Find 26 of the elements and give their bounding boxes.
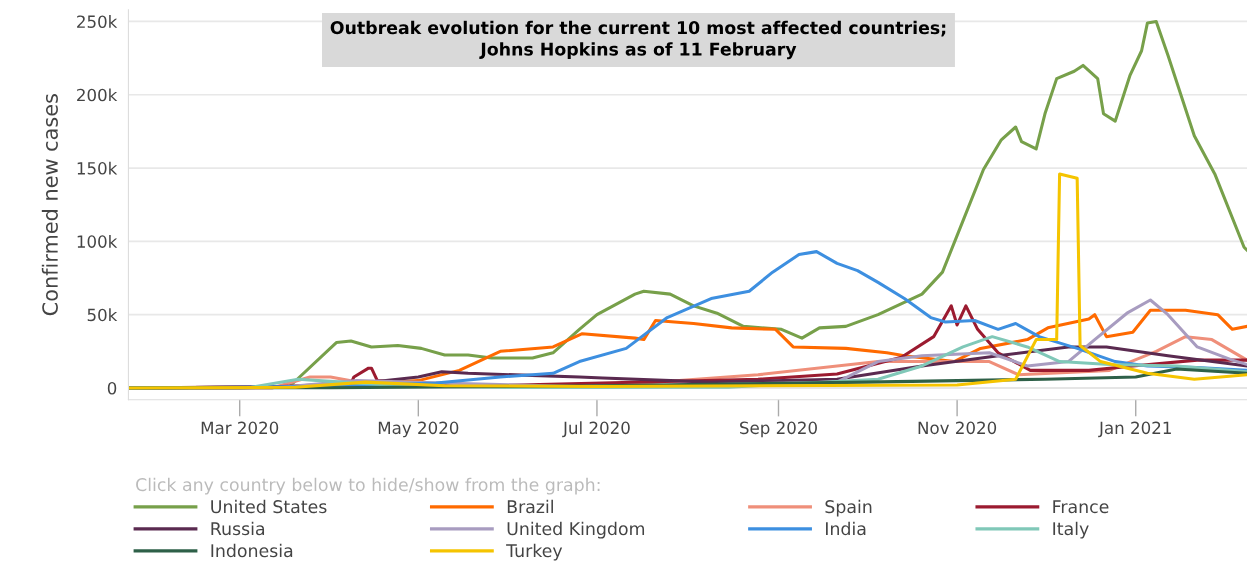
legend-label: United States: [211, 499, 327, 514]
legend-label: Spain: [825, 499, 872, 517]
y-tick-label: 150k: [77, 161, 118, 175]
y-tick-label: 100k: [77, 235, 118, 248]
legend-title: Click any country below to hide/show from the graph:: [136, 477, 600, 495]
x-tick-label: Jan 2021: [1098, 421, 1171, 438]
legend-label: Brazil: [507, 499, 553, 514]
y-tick-label: 200k: [77, 88, 118, 102]
legend-label: Russia: [211, 521, 265, 536]
legend-label: Italy: [1053, 521, 1089, 539]
y-tick-label: 50k: [87, 308, 118, 322]
legend-label: India: [826, 521, 866, 536]
legend-label: Turkey: [506, 543, 563, 561]
line-series: [128, 172, 1247, 390]
x-tick-label: Mar 2020: [201, 421, 279, 435]
legend-label: Indonesia: [211, 543, 293, 558]
text: Outbreak evolution for the current 10 most affected countries; Johns Hopkins as of 11 February: [330, 20, 946, 60]
y-tick-label: 250k: [77, 15, 118, 29]
x-tick-label: May 2020: [378, 421, 459, 438]
y-tick-label: 0: [107, 381, 117, 395]
legend-label: United Kingdom: [507, 521, 645, 539]
x-tick-label: Sep 2020: [740, 421, 817, 438]
y-axis-title: Confirmed new cases: [41, 94, 58, 316]
legend-label: France: [1053, 500, 1109, 514]
x-tick-label: Jul 2020: [562, 421, 630, 438]
x-tick-label: Nov 2020: [918, 421, 997, 435]
